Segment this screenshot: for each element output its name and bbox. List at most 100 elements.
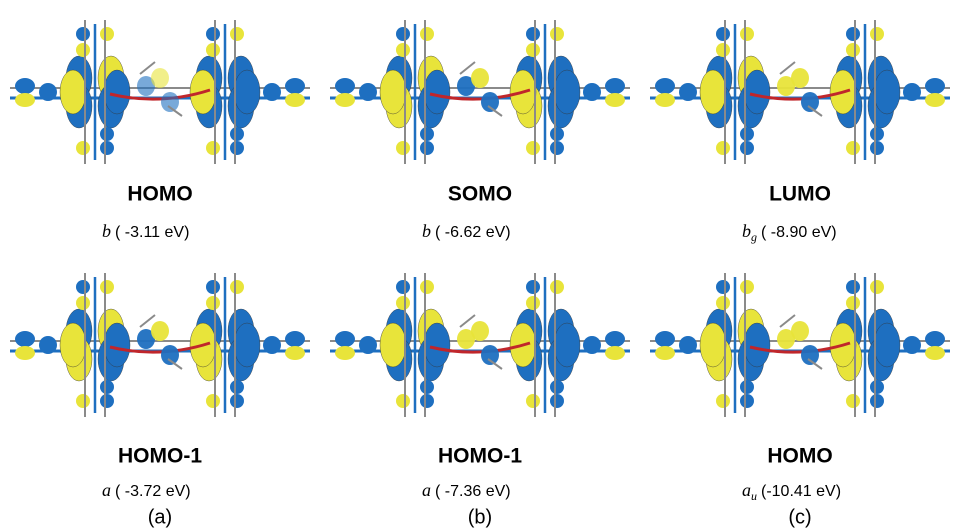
orbital-lobe	[424, 70, 450, 114]
energy-value: ( -8.90 eV)	[761, 224, 837, 241]
orbital-lobe	[679, 336, 697, 354]
orbital-energy: b( -6.62 eV)	[422, 221, 511, 241]
orbital-lobe	[380, 323, 406, 367]
orbital-lobe	[471, 68, 489, 88]
panel-label: (b)	[468, 506, 492, 528]
orbital-lobe	[550, 380, 564, 394]
orbital-lobe	[60, 70, 86, 114]
orbital-lobe	[206, 141, 220, 155]
orbital-energy: a( -3.72 eV)	[102, 480, 191, 500]
orbital-lobe	[550, 127, 564, 141]
orbital-lobe	[380, 70, 406, 114]
orbital-lobe	[359, 336, 377, 354]
orbital-lobe	[925, 93, 945, 107]
orbital-lobe	[655, 78, 675, 94]
molecule	[650, 20, 950, 164]
orbital-lobe	[716, 296, 730, 310]
orbital-lobe	[874, 323, 900, 367]
orbital-name: SOMO	[448, 183, 512, 206]
orbital-lobe	[285, 93, 305, 107]
orbital-lobe	[206, 394, 220, 408]
orbital-lobe	[234, 70, 260, 114]
orbital-lobe	[285, 346, 305, 360]
orbital-lobe	[230, 280, 244, 294]
orbital-lobe	[801, 92, 819, 112]
orbital-lobe	[230, 27, 244, 41]
orbital-lobe	[870, 380, 884, 394]
orbital-lobe	[526, 43, 540, 57]
orbital-lobe	[335, 93, 355, 107]
orbital-lobe	[420, 280, 434, 294]
orbital-lobe	[846, 141, 860, 155]
orbital-lobe	[15, 93, 35, 107]
orbital-lobe	[230, 380, 244, 394]
orbital-lobe	[740, 394, 754, 408]
energy-value: ( -3.11 eV)	[115, 224, 189, 241]
orbital-lobe	[925, 78, 945, 94]
orbital-lobe	[605, 346, 625, 360]
molecule	[330, 20, 630, 164]
orbital-energy: au(-10.41 eV)	[742, 480, 841, 503]
orbital-lobe	[744, 70, 770, 114]
orbital-lobe	[874, 70, 900, 114]
orbital-lobe	[76, 296, 90, 310]
orbital-lobe	[870, 280, 884, 294]
orbital-lobe	[100, 380, 114, 394]
orbital-lobe	[285, 78, 305, 94]
orbital-lobe	[716, 27, 730, 41]
orbital-lobe	[76, 280, 90, 294]
orbital-lobe	[230, 394, 244, 408]
orbital-lobe	[206, 27, 220, 41]
orbital-lobe	[550, 280, 564, 294]
symmetry: b	[742, 221, 751, 241]
orbital-lobe	[471, 321, 489, 341]
orbital-lobe	[554, 323, 580, 367]
orbital-lobe	[554, 70, 580, 114]
orbital-lobe	[76, 43, 90, 57]
orbital-lobe	[481, 345, 499, 365]
symmetry: a	[102, 480, 111, 500]
orbital-lobe	[903, 83, 921, 101]
orbital-lobe	[550, 394, 564, 408]
orbital-lobe	[700, 70, 726, 114]
energy-value: ( -6.62 eV)	[435, 224, 511, 241]
orbital-lobe	[526, 394, 540, 408]
orbital-lobe	[396, 280, 410, 294]
symmetry: b	[422, 221, 431, 241]
orbital-lobe	[526, 296, 540, 310]
orbital-lobe	[206, 280, 220, 294]
orbital-lobe	[335, 346, 355, 360]
orbital-name: HOMO-1	[438, 445, 522, 468]
orbital-lobe	[925, 346, 945, 360]
orbital-lobe	[206, 296, 220, 310]
orbital-lobe	[716, 280, 730, 294]
molecule	[10, 273, 310, 417]
orbital-lobe	[870, 27, 884, 41]
orbital-lobe	[700, 323, 726, 367]
symmetry: a	[422, 480, 431, 500]
orbital-lobe	[846, 280, 860, 294]
orbital-lobe	[716, 141, 730, 155]
orbital-lobe	[870, 141, 884, 155]
orbital-lobe	[100, 127, 114, 141]
orbital-lobe	[335, 331, 355, 347]
orbital-lobe	[39, 83, 57, 101]
orbital-lobe	[76, 394, 90, 408]
orbital-lobe	[420, 127, 434, 141]
orbital-lobe	[583, 83, 601, 101]
orbital-lobe	[716, 43, 730, 57]
orbital-lobe	[230, 141, 244, 155]
orbital-lobe	[655, 346, 675, 360]
orbital-lobe	[846, 394, 860, 408]
orbital-lobe	[740, 380, 754, 394]
symmetry: a	[742, 480, 751, 500]
orbital-lobe	[104, 323, 130, 367]
orbital-energy: a( -7.36 eV)	[422, 480, 511, 500]
figure: HOMOb( -3.11 eV)HOMO-1a( -3.72 eV)(a)SOM…	[0, 0, 960, 531]
orbital-lobe	[655, 93, 675, 107]
energy-value: (-10.41 eV)	[761, 483, 841, 500]
orbital-lobe	[396, 27, 410, 41]
orbital-lobe	[230, 127, 244, 141]
orbital-lobe	[100, 27, 114, 41]
orbital-lobe	[605, 78, 625, 94]
